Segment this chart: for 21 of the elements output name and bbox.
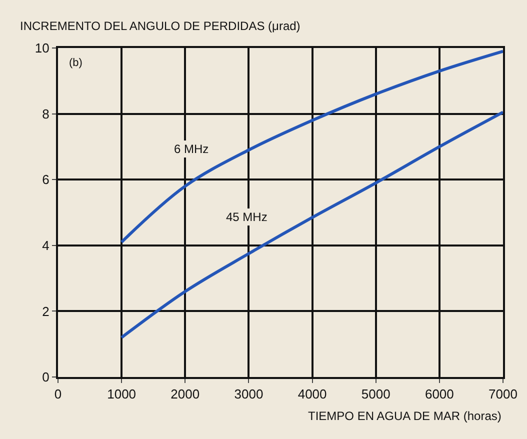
y-tick-label: 0 bbox=[42, 370, 50, 385]
x-tick-label: 6000 bbox=[424, 386, 454, 402]
x-tick-label: 0 bbox=[54, 386, 62, 402]
line-series bbox=[120, 50, 503, 244]
y-tick-label: 6 bbox=[42, 172, 50, 188]
series-label: 45 MHz bbox=[226, 210, 268, 224]
series-label: 6 MHz bbox=[174, 142, 209, 156]
y-axis-title: INCREMENTO DEL ANGULO DE PERDIDAS (μrad) bbox=[20, 19, 300, 33]
x-tick-label: 4000 bbox=[298, 386, 327, 402]
y-tick-label: 4 bbox=[42, 238, 50, 253]
x-axis-title: TIEMPO EN AGUA DE MAR (horas) bbox=[308, 409, 502, 423]
y-tick-label: 10 bbox=[34, 40, 50, 56]
x-tick-label: 3000 bbox=[234, 386, 264, 402]
line-series bbox=[120, 110, 503, 340]
x-tick-label: 5000 bbox=[361, 386, 390, 402]
y-tick-label: 2 bbox=[42, 304, 50, 319]
y-tick-label: 8 bbox=[42, 106, 50, 122]
x-tick-label: 2000 bbox=[170, 386, 200, 402]
annotation: (b) bbox=[69, 57, 82, 69]
x-tick-label: 1000 bbox=[107, 386, 136, 402]
x-tick-label: 7000 bbox=[488, 386, 518, 402]
